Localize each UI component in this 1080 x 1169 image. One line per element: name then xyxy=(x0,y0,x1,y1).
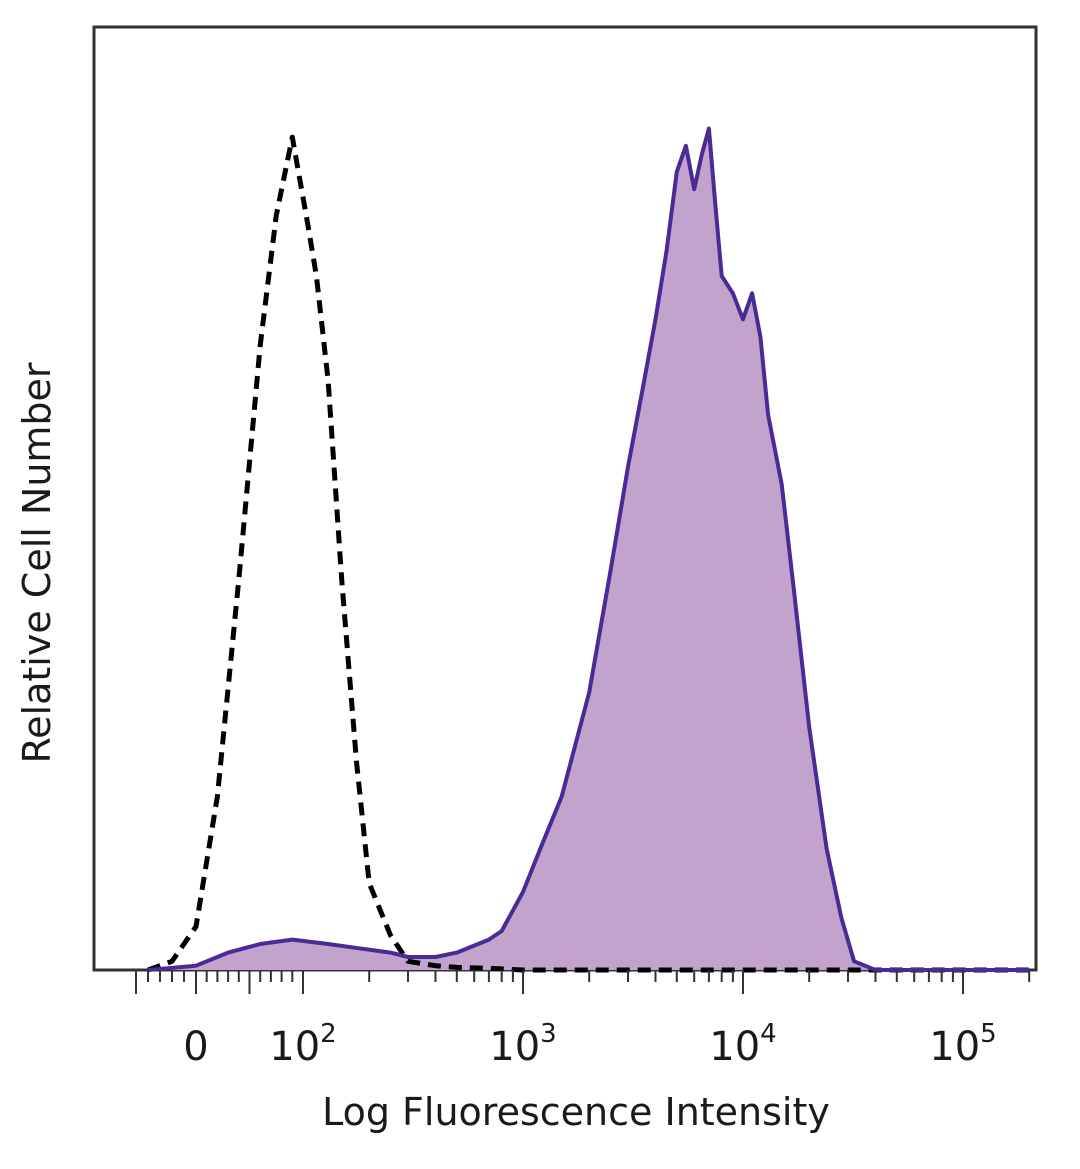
x-tick-label-base: 10 xyxy=(489,1024,540,1070)
series-1-area xyxy=(148,128,1030,970)
x-tick-label: 102 xyxy=(269,1019,336,1070)
x-tick-label-base: 0 xyxy=(183,1024,208,1070)
x-tick-label-exponent: 4 xyxy=(760,1019,777,1049)
x-tick-label-base: 10 xyxy=(709,1024,760,1070)
x-tick-label-exponent: 5 xyxy=(980,1019,997,1049)
x-tick-label-base: 10 xyxy=(269,1024,320,1070)
x-axis-tick-labels: 0 102 103 104 105 xyxy=(183,1019,996,1070)
x-tick-label-exponent: 2 xyxy=(320,1019,337,1049)
y-axis-label: Relative Cell Number xyxy=(15,362,59,763)
x-tick-label: 104 xyxy=(709,1019,776,1070)
series-layer xyxy=(147,126,1030,973)
x-tick-label-base: 10 xyxy=(929,1024,980,1070)
series-1-line xyxy=(147,126,1030,972)
x-tick-label-exponent: 3 xyxy=(540,1019,557,1049)
x-tick-label: 0 xyxy=(183,1024,208,1070)
series-0-line xyxy=(147,134,1030,973)
x-axis-label: Log Fluorescence Intensity xyxy=(322,1090,830,1134)
x-axis-ticks xyxy=(135,970,1031,994)
x-tick-label: 105 xyxy=(929,1019,996,1070)
x-tick-label: 103 xyxy=(489,1019,556,1070)
